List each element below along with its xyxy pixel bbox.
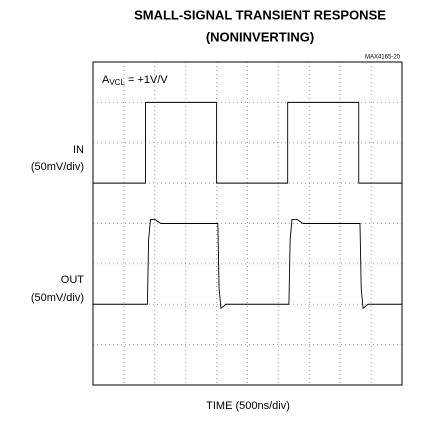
annotation: AVCL = +1V/V: [102, 74, 168, 87]
channel-label: IN: [73, 144, 84, 156]
plot-frame: [92, 61, 403, 386]
trace: [93, 101, 402, 184]
chart-title: SMALL-SIGNAL TRANSIENT RESPONSE: [134, 7, 386, 22]
annotation-main: A: [102, 74, 110, 86]
trace: [93, 219, 402, 310]
annotation-sub: VCL: [109, 78, 125, 87]
figure-id: MAX4165-20: [365, 55, 401, 61]
annotation-rest: = +1V/V: [125, 74, 168, 86]
channel-scale: (50mV/div): [31, 292, 84, 304]
x-axis-label: TIME (500ns/div): [206, 400, 290, 412]
chart-title: (NONINVERTING): [206, 29, 314, 44]
channel-scale: (50mV/div): [31, 161, 84, 173]
channel-label: OUT: [61, 274, 85, 286]
